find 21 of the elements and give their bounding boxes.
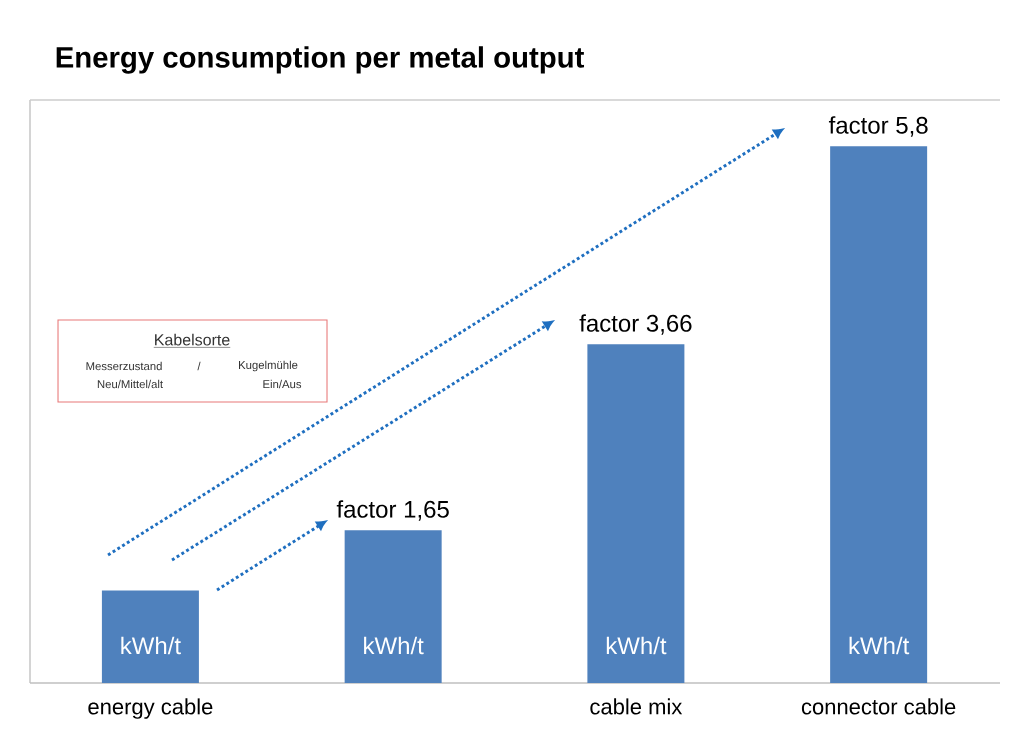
data-label: factor 5,8 [828,116,928,137]
chart-title: Energy consumption per metal output [56,46,585,74]
data-label: factor 1,65 [336,500,449,521]
annotation: / [197,361,201,371]
annotation: Messerzustand [86,361,162,371]
bar [344,530,442,683]
annotation: kWh/t [849,636,910,655]
annotation: Neu/Mittel/alt [97,379,163,389]
bar [101,590,199,683]
x-tick-label: connector cable [801,698,956,715]
annotation: kWh/t [606,636,667,655]
bar [830,146,928,683]
x-tick-label: cable mix [590,698,683,715]
bar [587,344,685,683]
annotation: Kabelsorte [155,333,230,346]
x-tick-label: energy cable [88,698,213,719]
data-label: factor 3,66 [579,314,692,335]
annotation: kWh/t [364,636,424,655]
annotation: Kugelmühle [239,360,298,372]
annotation: Ein/Aus [263,379,302,389]
annotation: kWh/t [121,636,181,655]
